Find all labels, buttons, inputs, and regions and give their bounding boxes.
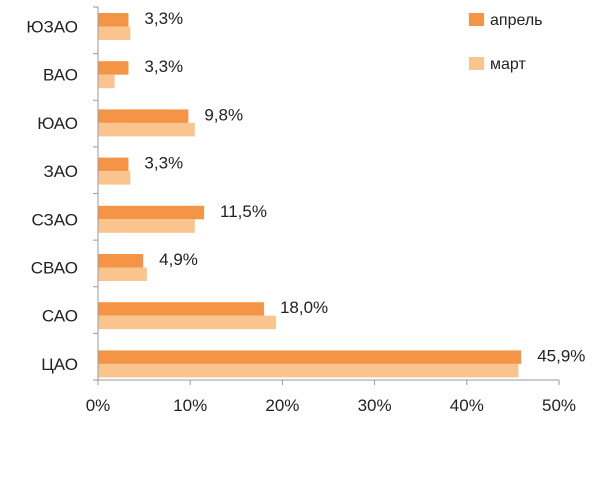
category-label: ЮЗАО: [26, 18, 78, 37]
category-label: ЗАО: [44, 162, 78, 181]
bar-april: [98, 61, 129, 75]
bar-april: [98, 302, 264, 316]
category-label: САО: [42, 307, 78, 326]
bar-april: [98, 157, 129, 172]
bar-march: [98, 363, 519, 378]
bar-march: [98, 219, 195, 233]
category-label: ЦАО: [41, 355, 78, 374]
x-tick-label: 10%: [173, 396, 207, 415]
x-tick-label: 20%: [265, 396, 299, 415]
data-label: 3,3%: [144, 9, 183, 28]
x-axis-ticks: 0% 10% 20% 30% 40% 50%: [86, 6, 576, 415]
bar-april: [98, 350, 522, 364]
data-label: 3,3%: [144, 154, 183, 173]
bars-group: [98, 13, 522, 378]
bar-april: [98, 109, 189, 123]
x-tick-label: 30%: [358, 396, 392, 415]
legend: апрель март: [469, 12, 543, 73]
category-label: СЗАО: [31, 210, 78, 229]
category-label: СВАО: [31, 259, 78, 278]
data-label: 45,9%: [537, 346, 585, 365]
category-label: ЮАО: [37, 114, 78, 133]
data-label: 9,8%: [204, 105, 243, 124]
data-label: 18,0%: [280, 298, 328, 317]
x-tick-label: 50%: [542, 396, 576, 415]
bar-april: [98, 13, 129, 27]
legend-label-april: апрель: [490, 12, 543, 29]
bar-march: [98, 315, 276, 330]
data-label: 4,9%: [159, 250, 198, 269]
bar-march: [98, 26, 131, 40]
data-label: 3,3%: [144, 57, 183, 76]
legend-swatch-april: [469, 13, 484, 26]
category-label: ВАО: [43, 66, 78, 85]
legend-swatch-march: [469, 57, 484, 70]
category-labels: ЮЗАО ВАО ЮАО ЗАО СЗАО СВАО САО ЦАО: [26, 18, 78, 374]
bar-march: [98, 74, 115, 89]
bar-march: [98, 267, 147, 281]
data-label: 11,5%: [220, 202, 267, 221]
bar-march: [98, 171, 131, 185]
bar-march: [98, 122, 195, 137]
data-labels: 3,3% 3,3% 9,8% 3,3% 11,5% 4,9% 18,0% 45,9%: [144, 9, 585, 365]
legend-label-march: март: [490, 56, 526, 73]
bar-april: [98, 254, 144, 268]
x-tick-label: 0%: [86, 396, 111, 415]
bar-april: [98, 205, 205, 220]
x-tick-label: 40%: [450, 396, 484, 415]
